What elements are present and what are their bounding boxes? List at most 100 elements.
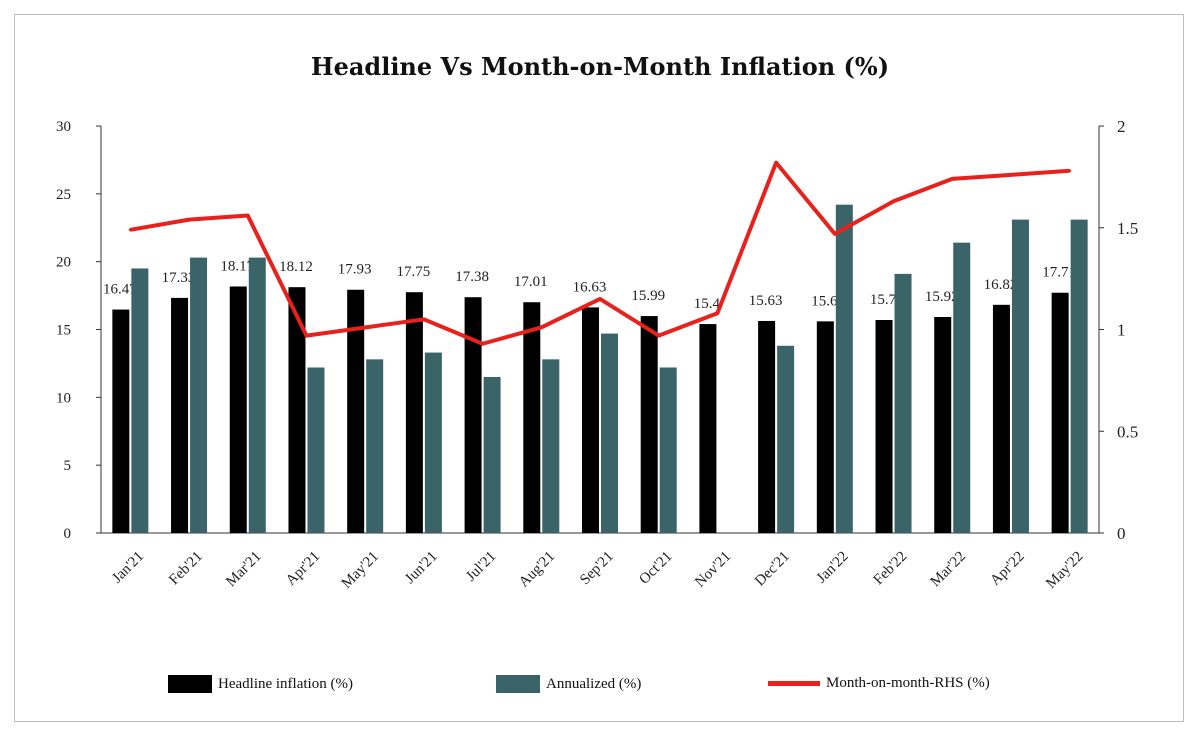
bar-headline	[405, 292, 423, 533]
data-label-headline: 17.71	[1042, 265, 1076, 281]
y-tick-label-left: 30	[56, 119, 71, 135]
y-tick-label-left: 0	[64, 526, 72, 542]
point-month-on-month	[128, 228, 132, 232]
bar-headline	[582, 307, 599, 533]
x-tick-label: Jun'21	[402, 549, 441, 588]
x-tick-label: Jan'22	[814, 549, 852, 587]
x-tick-label: Oct'21	[636, 549, 675, 588]
legend-label-annualized: Annualized (%)	[546, 675, 642, 692]
point-month-on-month	[950, 177, 954, 181]
data-label-headline: 15.4	[694, 296, 721, 312]
bar-headline	[640, 316, 658, 533]
point-month-on-month	[246, 214, 250, 218]
point-month-on-month	[774, 161, 778, 165]
y-tick-label-right: 0	[1117, 524, 1126, 543]
x-tick-label: Mar'22	[928, 549, 970, 591]
legend-item-annualized: Annualized (%)	[496, 675, 641, 693]
x-tick-label: Feb'21	[166, 549, 206, 589]
legend-swatch-mom	[768, 681, 820, 686]
x-tick-label: May'21	[339, 549, 382, 592]
data-label-headline: 17.38	[455, 269, 489, 285]
bar-headline	[112, 309, 130, 533]
point-month-on-month	[715, 311, 719, 315]
bar-headline	[934, 317, 952, 533]
bar-annualized	[366, 359, 384, 533]
bar-annualized	[777, 345, 795, 533]
data-label-headline: 15.99	[631, 288, 665, 304]
bar-annualized	[894, 273, 912, 533]
y-tick-label-right: 1.5	[1117, 219, 1138, 238]
bar-annualized	[307, 367, 325, 533]
x-tick-label: Aug'21	[516, 549, 558, 591]
bar-headline	[464, 297, 482, 533]
point-month-on-month	[833, 232, 837, 236]
data-label-headline: 17.33	[162, 270, 196, 286]
bar-annualized	[424, 352, 442, 533]
bar-headline	[288, 287, 306, 533]
line-month-on-month	[130, 160, 1070, 346]
legend-item-mom: Month-on-month-RHS (%)	[768, 675, 990, 692]
point-month-on-month	[539, 325, 543, 329]
y-tick-label-left: 25	[56, 187, 71, 203]
bar-annualized	[659, 367, 677, 533]
point-month-on-month	[422, 317, 426, 321]
legend-swatch-headline	[168, 675, 212, 693]
data-label-headline: 17.01	[514, 274, 548, 290]
point-month-on-month	[657, 334, 661, 338]
data-label-headline: 16.47	[103, 282, 137, 298]
bar-headline	[171, 297, 189, 533]
chart-title: Headline Vs Month-on-Month Inflation (%)	[310, 52, 890, 81]
data-label-headline: 17.75	[397, 264, 431, 280]
x-tick-label: Dec'21	[752, 549, 793, 590]
bar-annualized	[1070, 219, 1088, 534]
bar-headline	[523, 302, 541, 533]
point-month-on-month	[481, 342, 485, 346]
x-tick-label: Nov'21	[692, 549, 734, 591]
data-label-headline: 15.6	[811, 293, 838, 309]
point-month-on-month	[304, 334, 308, 338]
x-tick-label: Mar'21	[223, 549, 265, 591]
data-label-headline: 15.63	[749, 293, 783, 309]
x-tick-label: Apr'22	[987, 549, 1027, 589]
bar-annualized	[835, 204, 853, 534]
x-tick-label: May'22	[1043, 549, 1086, 592]
x-tick-label: Jul'21	[463, 549, 499, 585]
bar-annualized	[131, 268, 149, 533]
bar-annualized	[601, 333, 618, 533]
bar-headline	[1051, 292, 1069, 533]
bar-annualized	[483, 376, 501, 533]
y-tick-label-right: 1	[1117, 321, 1126, 340]
x-tick-label: Jan'21	[109, 549, 147, 587]
y-tick-label-left: 10	[56, 390, 71, 406]
bar-annualized	[542, 359, 560, 533]
data-label-headline: 17.93	[338, 262, 372, 278]
data-label-headline: 15.7	[870, 292, 897, 308]
legend-item-headline: Headline inflation (%)	[168, 675, 353, 693]
y-tick-label-right: 0.5	[1117, 422, 1138, 441]
legend-label-headline: Headline inflation (%)	[218, 675, 353, 692]
point-month-on-month	[363, 325, 367, 329]
y-tick-label-left: 5	[64, 458, 72, 474]
bar-headline	[816, 321, 834, 533]
bar-headline	[875, 320, 893, 533]
x-tick-label: Feb'22	[871, 549, 911, 589]
point-month-on-month	[598, 297, 602, 301]
data-label-headline: 16.63	[573, 279, 607, 295]
data-label-headline: 18.12	[279, 259, 313, 275]
point-month-on-month	[892, 199, 896, 203]
bar-annualized	[190, 257, 208, 533]
legend-swatch-annualized	[496, 675, 540, 693]
bar-headline	[758, 320, 776, 533]
x-tick-label: Apr'21	[283, 549, 323, 589]
point-month-on-month	[187, 218, 191, 222]
x-tick-label: Sep'21	[577, 549, 617, 589]
bar-headline	[229, 286, 247, 533]
bar-annualized	[1011, 219, 1029, 534]
bar-annualized	[953, 242, 971, 533]
bar-annualized	[248, 257, 266, 533]
y-tick-label-left: 15	[56, 323, 71, 339]
data-label-headline: 18.17	[220, 258, 254, 274]
point-month-on-month	[1009, 173, 1013, 177]
y-tick-label-right: 2	[1117, 117, 1126, 136]
